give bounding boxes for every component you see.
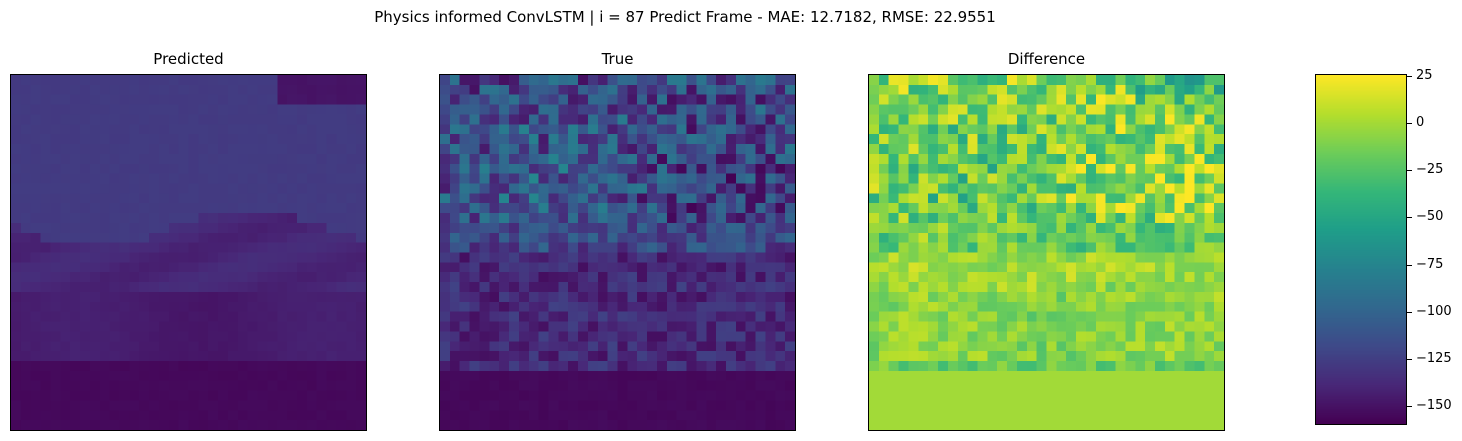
colorbar-tick-mark bbox=[1407, 311, 1412, 313]
colorbar-tick-mark bbox=[1407, 170, 1412, 172]
predicted-panel-title: Predicted bbox=[153, 50, 224, 68]
colorbar-tick-label: 25 bbox=[1416, 67, 1433, 83]
colorbar-tick-label: −50 bbox=[1416, 209, 1444, 225]
true-heatmap bbox=[439, 74, 796, 431]
colorbar-tick-label: −150 bbox=[1416, 398, 1452, 414]
colorbar-tick-mark bbox=[1407, 358, 1412, 360]
predicted-heatmap bbox=[10, 74, 367, 431]
colorbar-tick-label: −100 bbox=[1416, 303, 1452, 319]
colorbar-tick-label: −75 bbox=[1416, 256, 1444, 272]
colorbar-tick-mark bbox=[1407, 123, 1412, 125]
colorbar-tick-mark bbox=[1407, 75, 1412, 77]
colorbar-tick-mark bbox=[1407, 217, 1412, 219]
colorbar-tick-label: 0 bbox=[1416, 115, 1425, 131]
colorbar bbox=[1315, 74, 1407, 425]
colorbar-tick-mark bbox=[1407, 406, 1412, 408]
true-panel-title: True bbox=[601, 50, 634, 68]
colorbar-tick-label: −125 bbox=[1416, 350, 1452, 366]
colorbar-tick-mark bbox=[1407, 264, 1412, 266]
colorbar-tick-label: −25 bbox=[1416, 162, 1444, 178]
figure-title: Physics informed ConvLSTM | i = 87 Predi… bbox=[374, 8, 996, 26]
difference-panel-title: Difference bbox=[1007, 50, 1086, 68]
difference-heatmap bbox=[868, 74, 1225, 431]
